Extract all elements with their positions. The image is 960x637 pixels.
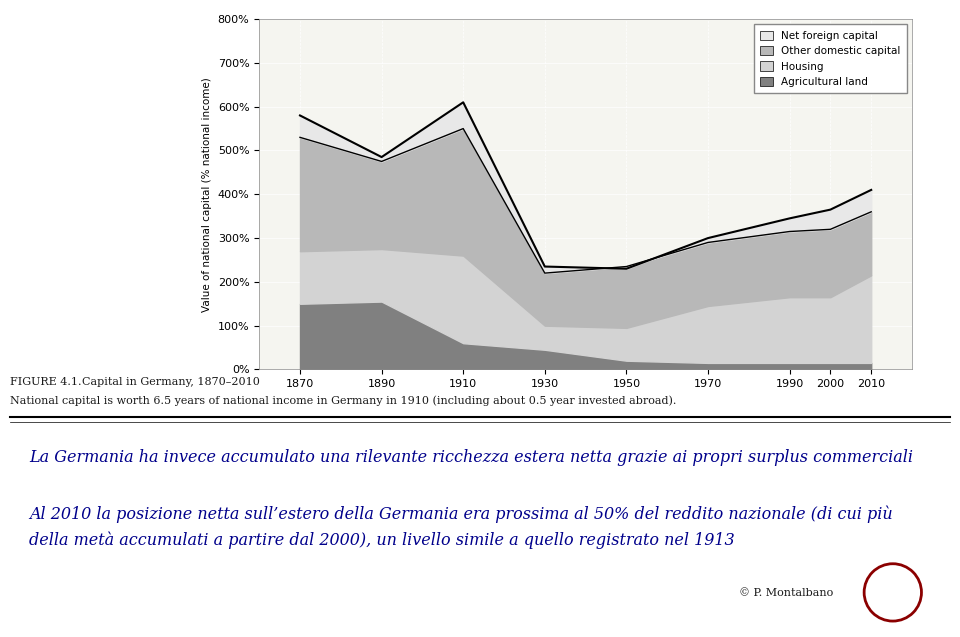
Text: © P. Montalbano: © P. Montalbano [739, 587, 833, 598]
Y-axis label: Value of national capital (% national income): Value of national capital (% national in… [203, 77, 212, 311]
Text: FIGURE 4.1.: FIGURE 4.1. [10, 377, 81, 387]
Text: Al 2010 la posizione netta sull’estero della Germania era prossima al 50% del re: Al 2010 la posizione netta sull’estero d… [29, 506, 893, 523]
Text: National capital is worth 6.5 years of national income in Germany in 1910 (inclu: National capital is worth 6.5 years of n… [10, 396, 676, 406]
Text: La Germania ha invece accumulato una rilevante ricchezza estera netta grazie ai : La Germania ha invece accumulato una ril… [29, 449, 913, 466]
Legend: Net foreign capital, Other domestic capital, Housing, Agricultural land: Net foreign capital, Other domestic capi… [755, 24, 907, 94]
Text: Capital in Germany, 1870–2010: Capital in Germany, 1870–2010 [82, 377, 259, 387]
Text: della metà accumulati a partire dal 2000), un livello simile a quello registrato: della metà accumulati a partire dal 2000… [29, 531, 734, 548]
